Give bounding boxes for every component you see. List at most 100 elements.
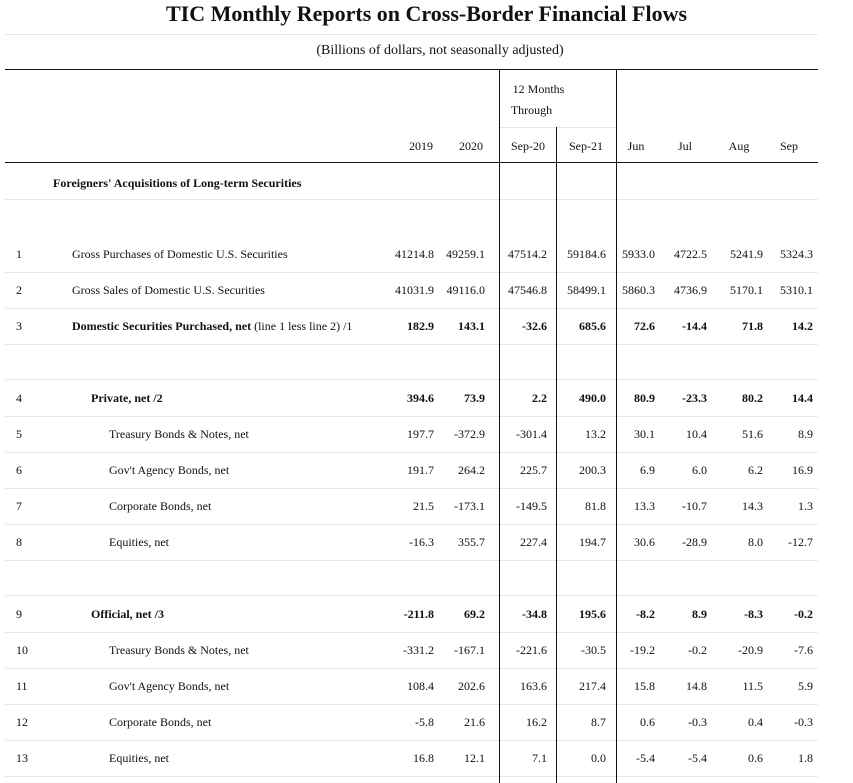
- table-cell: 143.1: [458, 319, 485, 333]
- table-cell: 1.8: [798, 751, 813, 765]
- table-cell: -19.2: [630, 643, 655, 657]
- table-cell: 47514.2: [508, 247, 547, 261]
- table-cell: 5241.9: [730, 247, 763, 261]
- row-label-text: Domestic Securities Purchased, net: [72, 319, 252, 333]
- table-cell: -0.2: [794, 607, 813, 621]
- table-cell: 191.7: [407, 463, 434, 477]
- row-divider: [5, 416, 818, 417]
- row-label: Treasury Bonds & Notes, net: [109, 427, 249, 441]
- row-label-text: Gross Purchases of Domestic U.S. Securit…: [72, 247, 288, 261]
- row-label: Official, net /3: [91, 607, 164, 621]
- table-cell: -0.3: [794, 715, 813, 729]
- group-header-line1: 12 Months: [512, 82, 565, 96]
- table-cell: 5324.3: [780, 247, 813, 261]
- table-cell: 49116.0: [446, 283, 485, 297]
- row-label: Corporate Bonds, net: [109, 499, 211, 513]
- row-label-text: Corporate Bonds, net: [109, 715, 212, 729]
- table-cell: 264.2: [458, 463, 485, 477]
- table-cell: 41214.8: [395, 247, 434, 261]
- table-cell: 197.7: [407, 427, 434, 441]
- row-label-text: Official, net /3: [91, 607, 164, 621]
- row-divider: [5, 488, 818, 489]
- group-header-rule: [500, 127, 617, 128]
- table-cell: 0.6: [640, 715, 655, 729]
- table-cell: 6.0: [692, 463, 707, 477]
- table-cell: 225.7: [520, 463, 547, 477]
- table-cell: -34.8: [522, 607, 547, 621]
- report-title: TIC Monthly Reports on Cross-Border Fina…: [165, 1, 688, 26]
- row-number: 6: [16, 463, 22, 477]
- table-cell: 4722.5: [674, 247, 707, 261]
- row-label-text: Private, net /2: [91, 391, 163, 405]
- row-label: Corporate Bonds, net: [109, 715, 211, 729]
- table-cell: 8.9: [692, 607, 707, 621]
- table-cell: 8.9: [798, 427, 813, 441]
- row-divider: [5, 344, 818, 345]
- row-label: Domestic Securities Purchased, net (line…: [72, 319, 352, 333]
- table-cell: -23.3: [682, 391, 707, 405]
- table-cell: 7.1: [532, 751, 547, 765]
- row-number: 2: [16, 283, 22, 297]
- table-cell: -0.2: [688, 643, 707, 657]
- row-label-text: Treasury Bonds & Notes, net: [109, 643, 249, 657]
- row-label-text: Corporate Bonds, net: [109, 499, 212, 513]
- column-header: 2019: [409, 139, 433, 153]
- row-number: 4: [16, 391, 22, 405]
- table-cell: 72.6: [634, 319, 655, 333]
- table-cell: -0.3: [688, 715, 707, 729]
- table-cell: -5.4: [636, 751, 655, 765]
- table-cell: 16.8: [413, 751, 434, 765]
- table-cell: -8.2: [636, 607, 655, 621]
- row-number: 13: [16, 751, 28, 765]
- header-top-rule: [5, 69, 818, 70]
- table-cell: -14.4: [682, 319, 707, 333]
- table-cell: -173.1: [454, 499, 485, 513]
- row-divider: [5, 704, 818, 705]
- row-number: 11: [16, 679, 28, 693]
- row-number: 8: [16, 535, 22, 549]
- table-cell: 2.2: [532, 391, 547, 405]
- row-label: Gross Sales of Domestic U.S. Securities: [72, 283, 265, 297]
- row-divider: [5, 199, 818, 200]
- table-cell: 6.9: [640, 463, 655, 477]
- column-header: Sep: [780, 139, 798, 153]
- row-label: Gross Purchases of Domestic U.S. Securit…: [72, 247, 288, 261]
- column-header: Sep-20: [511, 139, 545, 153]
- row-divider: [5, 740, 818, 741]
- table-cell: -28.9: [682, 535, 707, 549]
- row-divider: [5, 595, 818, 596]
- column-separator: [556, 127, 557, 783]
- row-number: 7: [16, 499, 22, 513]
- table-cell: -16.3: [409, 535, 434, 549]
- row-label: Treasury Bonds & Notes, net: [109, 643, 249, 657]
- table-cell: 1.3: [798, 499, 813, 513]
- row-label: Gov't Agency Bonds, net: [109, 679, 229, 693]
- table-cell: 14.8: [686, 679, 707, 693]
- column-separator: [616, 70, 617, 783]
- row-number: 5: [16, 427, 22, 441]
- table-cell: 163.6: [520, 679, 547, 693]
- row-divider: [5, 560, 818, 561]
- table-cell: 14.4: [792, 391, 813, 405]
- row-label-text: Treasury Bonds & Notes, net: [109, 427, 249, 441]
- table-cell: -20.9: [738, 643, 763, 657]
- table-cell: 69.2: [464, 607, 485, 621]
- table-cell: -221.6: [516, 643, 547, 657]
- table-cell: -167.1: [454, 643, 485, 657]
- table-cell: -10.7: [682, 499, 707, 513]
- table-cell: -331.2: [403, 643, 434, 657]
- column-header: Sep-21: [569, 139, 603, 153]
- table-cell: 227.4: [520, 535, 547, 549]
- table-cell: 490.0: [579, 391, 606, 405]
- table-cell: 5310.1: [780, 283, 813, 297]
- table-cell: 8.7: [591, 715, 606, 729]
- table-cell: 59184.6: [567, 247, 606, 261]
- table-cell: -301.4: [516, 427, 547, 441]
- table-cell: 13.2: [585, 427, 606, 441]
- row-label: Private, net /2: [91, 391, 163, 405]
- table-cell: 0.0: [591, 751, 606, 765]
- table-cell: -149.5: [516, 499, 547, 513]
- table-cell: 394.6: [407, 391, 434, 405]
- table-cell: 4736.9: [674, 283, 707, 297]
- row-label: Equities, net: [109, 535, 169, 549]
